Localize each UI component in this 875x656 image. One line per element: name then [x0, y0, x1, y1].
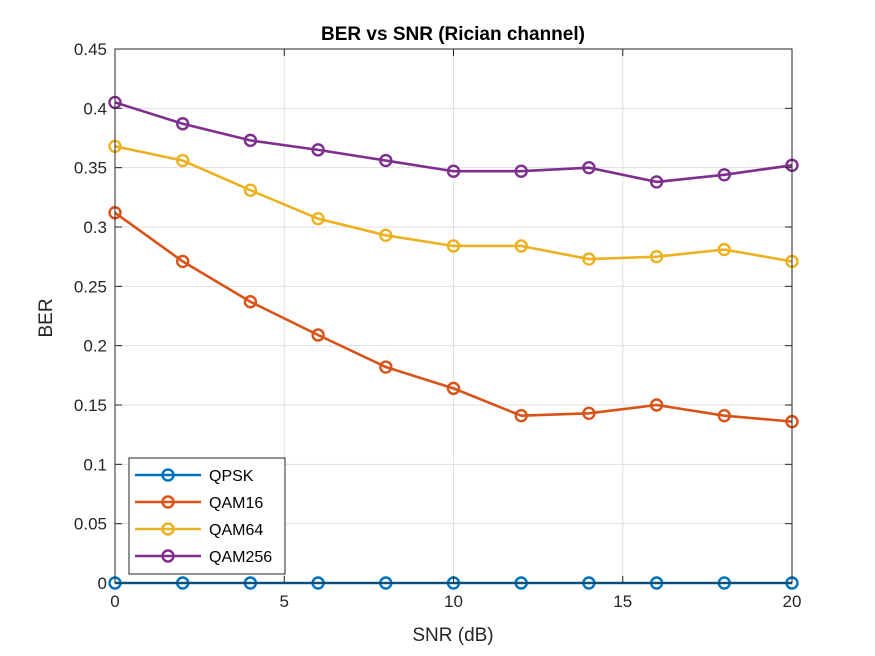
y-axis-label: BER	[36, 298, 57, 337]
series-line-qam256	[114, 101, 793, 184]
legend-label: QPSK	[209, 468, 254, 485]
data-point-qam256	[175, 117, 190, 131]
y-tick-label: 0.35	[74, 159, 107, 178]
legend-marker	[161, 468, 175, 482]
legend-item-qam16: QAM16	[135, 495, 263, 512]
legend-item-qpsk: QPSK	[135, 468, 254, 485]
data-point-qam256	[243, 133, 258, 148]
data-point-qam16	[649, 398, 664, 412]
legend-label: QAM64	[209, 522, 263, 539]
ticks: 0 5 10 15 20 0 0.05 0.1 0.15 0.2 0.25 0.3 0.35 0.4 0.4…	[74, 40, 802, 611]
data-point-qam16	[379, 360, 393, 374]
data-point-qam16	[243, 295, 258, 309]
chart-title: BER vs SNR (Rician channel)	[321, 24, 585, 45]
data-point-qam256	[514, 164, 528, 178]
x-tick-label: 10	[444, 592, 463, 611]
y-tick-label: 0.15	[74, 396, 107, 415]
data-point-qam256	[582, 160, 596, 175]
data-point-qam256	[446, 164, 461, 178]
legend-label: QAM16	[209, 495, 263, 512]
data-point-qam16	[446, 381, 461, 396]
legend-item-qam256: QAM256	[135, 549, 272, 566]
legend-box	[128, 457, 286, 575]
y-tick-label: 0.3	[83, 218, 107, 237]
series-line-qam64	[114, 145, 793, 263]
series-qam64	[108, 139, 799, 269]
legend-label: QAM256	[209, 549, 272, 566]
data-point-qam16	[175, 254, 190, 269]
data-point-qam64	[514, 239, 528, 253]
legend-marker	[161, 522, 175, 536]
data-point-qam64	[582, 252, 596, 266]
y-tick-label: 0.1	[83, 455, 107, 474]
y-tick-label: 0.4	[83, 99, 107, 118]
data-point-qam64	[717, 242, 731, 257]
y-tick-label: 0.2	[83, 337, 107, 356]
legend-item-qam64: QAM64	[135, 522, 263, 539]
x-tick-label: 20	[783, 592, 802, 611]
data-point-qam64	[379, 228, 393, 243]
data-point-qam256	[311, 143, 325, 157]
data-point-qam16	[582, 406, 596, 421]
data-point-qam64	[243, 183, 258, 197]
x-axis-label: SNR (dB)	[412, 625, 493, 646]
legend: QPSK QAM16 QAM64 QAM256	[128, 457, 286, 575]
data-point-qam64	[446, 239, 461, 253]
data-point-qam256	[379, 153, 393, 168]
x-tick-label: 0	[110, 592, 119, 611]
data-point-qam64	[311, 211, 325, 226]
y-tick-label: 0.45	[74, 40, 107, 59]
data-point-qam16	[717, 408, 731, 423]
legend-marker	[161, 549, 175, 563]
series-line-qam16	[114, 211, 793, 423]
data-point-qam256	[649, 175, 664, 189]
data-point-qam16	[311, 328, 325, 342]
data-point-qam64	[649, 249, 664, 264]
data-point-qam64	[175, 153, 190, 168]
data-point-qam16	[514, 408, 528, 423]
x-tick-label: 5	[280, 592, 289, 611]
legend-marker	[161, 495, 175, 509]
x-tick-label: 15	[613, 592, 632, 611]
data-point-qam256	[717, 168, 731, 182]
y-tick-label: 0.05	[74, 515, 107, 534]
y-tick-label: 0.25	[74, 277, 107, 296]
y-tick-label: 0	[98, 574, 107, 593]
